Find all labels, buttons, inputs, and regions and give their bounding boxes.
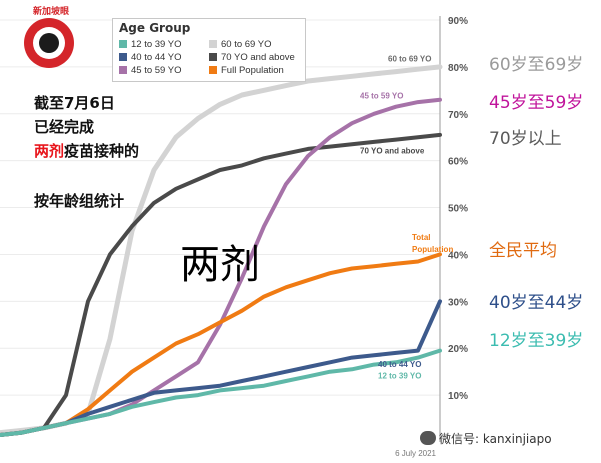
note-line-1: 截至7月6日 xyxy=(34,94,115,112)
right-label-70-plus: 70岁以上 xyxy=(489,124,562,149)
right-label-total: 全民平均 xyxy=(489,236,557,261)
legend-label: 45 to 59 YO xyxy=(131,65,182,76)
y-tick-label: 40% xyxy=(448,250,468,261)
series-label: 70 YO and above xyxy=(360,147,425,156)
legend: Age Group 12 to 39 YO 60 to 69 YO 40 to … xyxy=(112,18,306,82)
legend-swatch xyxy=(119,53,127,61)
legend-item-60-69: 60 to 69 YO xyxy=(209,39,272,50)
legend-item-40-44: 40 to 44 YO xyxy=(119,52,182,63)
series-label: 60 to 69 YO xyxy=(388,55,431,64)
right-label-text: 12岁至39岁 xyxy=(489,331,584,351)
logo-badge-icon xyxy=(24,18,74,68)
right-label-text: 70岁以上 xyxy=(489,129,562,149)
series-line xyxy=(0,348,442,437)
legend-item-12-39: 12 to 39 YO xyxy=(119,39,182,50)
right-label-45-59: 45岁至59岁 xyxy=(489,88,583,113)
note-line-3-rest: 疫苗接种的 xyxy=(64,142,140,160)
series-label: 40 to 44 YO xyxy=(378,360,421,369)
x-date-label: 6 July 2021 xyxy=(395,449,436,458)
legend-label: 60 to 69 YO xyxy=(221,39,272,50)
logo-text: 新加坡眼 xyxy=(32,7,69,17)
legend-swatch xyxy=(119,40,127,48)
legend-swatch xyxy=(209,66,217,74)
legend-label: 70 YO and above xyxy=(221,52,295,63)
right-label-text: 45岁至59岁 xyxy=(489,93,584,113)
y-tick-label: 90% xyxy=(448,16,468,27)
legend-swatch xyxy=(209,53,217,61)
legend-label: 12 to 39 YO xyxy=(131,39,182,50)
series-label: 12 to 39 YO xyxy=(378,371,421,380)
note-line-3: 两剂疫苗接种的 xyxy=(34,140,139,161)
big-label: 两剂 xyxy=(180,242,260,288)
legend-title: Age Group xyxy=(119,21,191,35)
logo: 新加坡眼 xyxy=(14,4,88,76)
legend-item-45-59: 45 to 59 YO xyxy=(119,65,182,76)
series-label: Population xyxy=(412,245,453,254)
legend-item-full-population: Full Population xyxy=(209,65,284,76)
legend-swatch xyxy=(209,40,217,48)
y-tick-label: 20% xyxy=(448,344,468,355)
series-label: 45 to 59 YO xyxy=(360,92,403,101)
legend-label: Full Population xyxy=(221,65,284,76)
series-line xyxy=(0,132,442,437)
wechat-icon xyxy=(420,431,436,445)
right-label-12-39: 12岁至39岁 xyxy=(489,326,583,351)
y-tick-label: 50% xyxy=(448,204,468,215)
note-highlight: 两剂 xyxy=(34,142,65,160)
note-line-2: 已经完成 xyxy=(34,118,95,136)
y-tick-label: 30% xyxy=(448,297,468,308)
y-tick-label: 10% xyxy=(448,391,468,402)
right-label-text: 全民平均 xyxy=(489,241,557,261)
note-line-4: 按年龄组统计 xyxy=(34,192,125,210)
right-label-60-69: 60岁至69岁 xyxy=(489,50,583,75)
legend-item-70-plus: 70 YO and above xyxy=(209,52,295,63)
y-tick-label: 80% xyxy=(448,63,468,74)
right-label-text: 60岁至69岁 xyxy=(489,55,584,75)
legend-swatch xyxy=(119,66,127,74)
legend-label: 40 to 44 YO xyxy=(131,52,182,63)
y-tick-label: 60% xyxy=(448,157,468,168)
watermark-text: 微信号: kanxinjiapo xyxy=(439,432,552,446)
series-label: Total xyxy=(412,233,431,242)
right-label-40-44: 40岁至44岁 xyxy=(489,288,583,313)
watermark: 微信号: kanxinjiapo xyxy=(420,430,552,447)
y-tick-label: 70% xyxy=(448,110,468,121)
right-label-text: 40岁至44岁 xyxy=(489,293,584,313)
